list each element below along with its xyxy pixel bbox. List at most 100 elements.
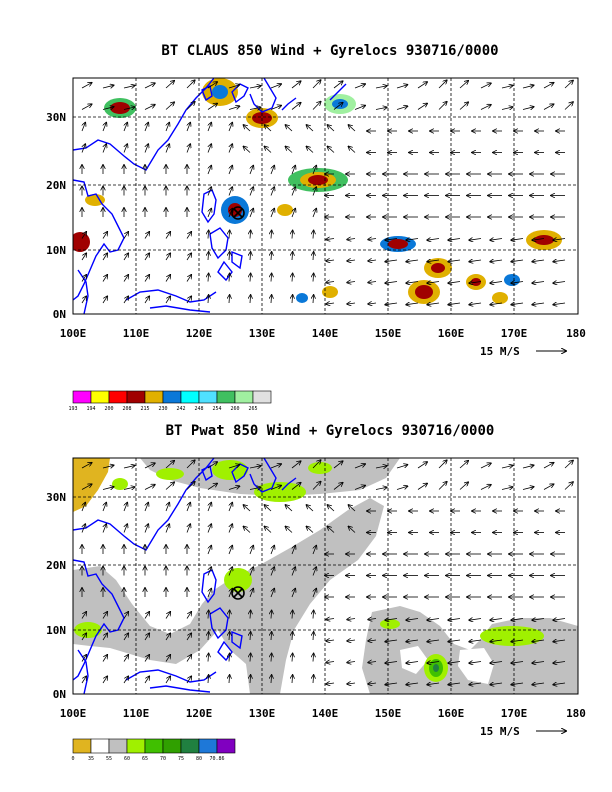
colorbar-label: 70 bbox=[160, 756, 166, 762]
colorbar-label: 265 bbox=[248, 406, 257, 412]
wind-arrow bbox=[264, 505, 272, 512]
wind-arrow bbox=[348, 146, 356, 153]
wind-arrow bbox=[292, 654, 293, 662]
wind-arrow bbox=[564, 461, 573, 469]
wind-arrow bbox=[543, 104, 554, 110]
wind-arrow bbox=[501, 86, 513, 89]
wind-arrow bbox=[448, 282, 461, 284]
colorbar-swatch bbox=[144, 738, 164, 754]
wind-arrow bbox=[347, 640, 356, 641]
wind-arrow bbox=[270, 106, 281, 110]
wind-arrow bbox=[229, 654, 230, 662]
colorbar-swatch bbox=[144, 390, 164, 404]
wind-arrow bbox=[532, 683, 545, 685]
y-tick-label: 0N bbox=[53, 688, 66, 701]
wind-arrow bbox=[511, 619, 524, 621]
wind-arrow bbox=[186, 676, 191, 684]
wind-arrow bbox=[102, 275, 107, 282]
wind-arrow bbox=[82, 144, 85, 153]
colorbar-swatch bbox=[108, 390, 128, 404]
wind-arrow bbox=[368, 619, 377, 620]
wind-arrow bbox=[333, 103, 343, 110]
panel-title: BT CLAUS 850 Wind + Gyrelocs 930716/0000 bbox=[161, 43, 498, 59]
wind-arrow bbox=[271, 546, 274, 555]
wind-arrow bbox=[347, 260, 356, 261]
wind-arrow bbox=[348, 125, 356, 132]
wind-arrow bbox=[532, 282, 545, 284]
wind-arrow bbox=[186, 296, 191, 304]
wind-arrow bbox=[313, 274, 314, 282]
wind-arrow bbox=[250, 166, 253, 175]
wind-arrow bbox=[144, 633, 149, 641]
wind-arrow bbox=[271, 295, 272, 304]
wind-arrow bbox=[228, 486, 240, 490]
wind-arrow bbox=[271, 632, 272, 641]
y-tick-label: 10N bbox=[46, 244, 66, 257]
x-tick-label: 130E bbox=[249, 327, 276, 340]
wind-arrow bbox=[406, 683, 419, 685]
wind-arrow bbox=[326, 619, 335, 620]
wind-arrow bbox=[313, 675, 314, 684]
wind-arrow bbox=[292, 632, 293, 641]
wind-arrow bbox=[144, 253, 149, 261]
wind-arrow bbox=[292, 546, 295, 555]
wind-arrow bbox=[165, 232, 170, 239]
wind-arrow bbox=[522, 85, 534, 88]
wind-arrow bbox=[250, 632, 251, 641]
wind-arrow bbox=[427, 282, 440, 284]
colorbar-label: 242 bbox=[176, 406, 185, 412]
wind-arrow bbox=[427, 662, 440, 664]
wind-arrow bbox=[385, 619, 398, 621]
colorbar-label: 194 bbox=[86, 406, 95, 412]
coastlines bbox=[73, 458, 297, 694]
wind-arrow bbox=[207, 483, 217, 490]
wind-arrow bbox=[144, 612, 149, 619]
wind-arrow bbox=[81, 484, 92, 490]
colorbar-swatch bbox=[126, 738, 146, 754]
wind-arrow bbox=[313, 654, 314, 662]
wind-arrow bbox=[207, 462, 217, 469]
wind-arrow bbox=[459, 102, 468, 110]
wind-arrow bbox=[385, 282, 398, 284]
wind-arrow bbox=[208, 274, 209, 282]
wind-arrow bbox=[511, 640, 524, 642]
wind-arrow bbox=[385, 260, 398, 262]
cloud-features bbox=[73, 78, 562, 304]
wind-arrow bbox=[313, 252, 314, 261]
wind-arrow bbox=[208, 675, 209, 684]
wind-arrow bbox=[326, 662, 335, 663]
wind-arrow bbox=[123, 676, 128, 684]
wind-arrow bbox=[250, 209, 253, 218]
wind-arrow bbox=[469, 662, 482, 664]
wind-arrow bbox=[417, 462, 427, 469]
x-tick-label: 160E bbox=[438, 327, 465, 340]
wind-arrow bbox=[327, 526, 335, 533]
wind-arrow bbox=[292, 166, 295, 175]
wind-arrow bbox=[292, 274, 293, 282]
wind-arrow bbox=[186, 102, 195, 110]
colorbar-label: 55 bbox=[106, 756, 112, 762]
wind-arrow bbox=[406, 282, 419, 284]
wind-arrow bbox=[264, 526, 272, 533]
colorbar-swatch bbox=[180, 390, 200, 404]
wind-arrow bbox=[292, 567, 295, 576]
wind-arrow bbox=[501, 487, 513, 490]
wind-arrow bbox=[250, 274, 251, 282]
wind-arrow bbox=[333, 81, 343, 89]
x-axis: 100E 110E 120E 130E 140E 150E 160E 170E … bbox=[60, 327, 586, 340]
wind-arrow bbox=[81, 676, 86, 684]
wind-arrow bbox=[144, 83, 155, 89]
wind-arrow bbox=[102, 465, 114, 468]
x-tick-label: 150E bbox=[375, 327, 402, 340]
wind-arrow bbox=[186, 460, 195, 469]
wind-arrow bbox=[228, 465, 240, 469]
colorbar-swatch bbox=[90, 738, 110, 754]
x-tick-label: 140E bbox=[312, 327, 339, 340]
wind-arrow bbox=[291, 103, 301, 110]
wind-arrow bbox=[347, 303, 356, 304]
wind-arrow bbox=[469, 260, 482, 262]
wind-arrow bbox=[102, 85, 114, 88]
wind-arrow bbox=[103, 524, 106, 533]
wind-arrow bbox=[313, 231, 314, 239]
wind-arrow bbox=[82, 524, 85, 533]
